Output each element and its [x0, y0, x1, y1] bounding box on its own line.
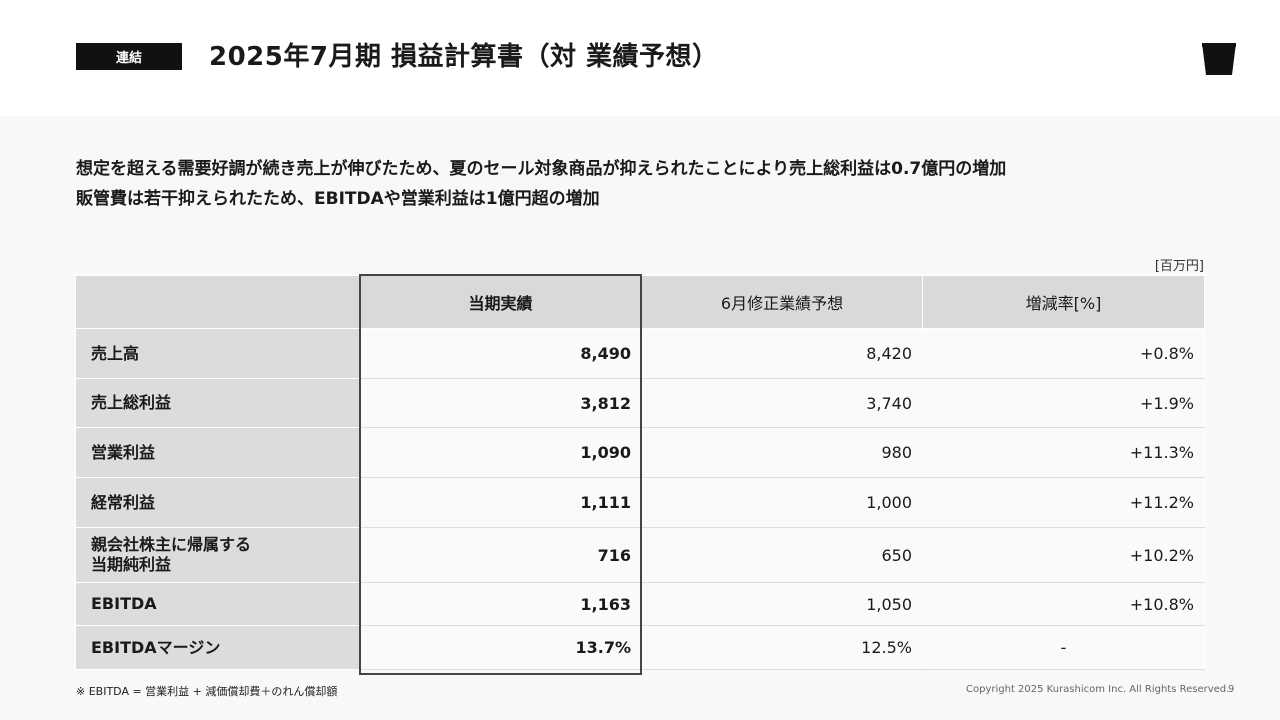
row-label: 親会社株主に帰属する 当期純利益: [75, 527, 360, 583]
row-label: 売上高: [75, 328, 360, 379]
page-number: 9: [1228, 684, 1235, 695]
change-value: +0.8%: [922, 328, 1205, 379]
change-value: +11.2%: [922, 477, 1205, 528]
forecast-value: 12.5%: [641, 625, 923, 670]
change-value: +1.9%: [922, 378, 1205, 428]
forecast-value: 1,050: [641, 582, 923, 626]
row-label: 売上総利益: [75, 378, 360, 428]
copyright: Copyright 2025 Kurashicom Inc. All Right…: [966, 684, 1230, 695]
header-change: 増減率[%]: [922, 275, 1205, 329]
summary-text: 想定を超える需要好調が続き売上が伸びたため、夏のセール対象商品が抑えられたことに…: [76, 154, 1006, 214]
table-row: EBITDA 1,163 1,050 +10.8%: [75, 582, 1205, 626]
actual-value: 8,490: [359, 328, 642, 379]
forecast-value: 8,420: [641, 328, 923, 379]
header-actual: 当期実績: [359, 275, 642, 329]
forecast-value: 3,740: [641, 378, 923, 428]
actual-value: 1,111: [359, 477, 642, 528]
table-row: 売上総利益 3,812 3,740 +1.9%: [75, 378, 1205, 428]
bucket-logo-icon: [1202, 43, 1236, 75]
actual-value: 1,163: [359, 582, 642, 626]
actual-value: 13.7%: [359, 625, 642, 670]
actual-value: 3,812: [359, 378, 642, 428]
row-label: 営業利益: [75, 427, 360, 478]
income-statement-table: 当期実績 6月修正業績予想 増減率[%] 売上高 8,490 8,420 +0.…: [75, 275, 1205, 670]
table-header-row: 当期実績 6月修正業績予想 増減率[%]: [75, 275, 1205, 329]
table-row: 売上高 8,490 8,420 +0.8%: [75, 328, 1205, 379]
table-row: 営業利益 1,090 980 +11.3%: [75, 427, 1205, 478]
forecast-value: 1,000: [641, 477, 923, 528]
forecast-value: 980: [641, 427, 923, 478]
unit-label: [百万円]: [1154, 259, 1204, 274]
header-blank: [75, 275, 360, 329]
summary-line-2: 販管費は若干抑えられたため、EBITDAや営業利益は1億円超の増加: [76, 189, 600, 209]
actual-value: 1,090: [359, 427, 642, 478]
change-value: +10.2%: [922, 527, 1205, 583]
change-value: +11.3%: [922, 427, 1205, 478]
slide-header: 連結 2025年7月期 損益計算書（対 業績予想）: [0, 0, 1280, 116]
actual-value: 716: [359, 527, 642, 583]
summary-line-1: 想定を超える需要好調が続き売上が伸びたため、夏のセール対象商品が抑えられたことに…: [76, 159, 1007, 179]
table-row: 親会社株主に帰属する 当期純利益 716 650 +10.2%: [75, 527, 1205, 583]
table-row: 経常利益 1,111 1,000 +11.2%: [75, 477, 1205, 528]
consolidated-badge: 連結: [76, 43, 182, 70]
table-row: EBITDAマージン 13.7% 12.5% -: [75, 625, 1205, 670]
change-value: -: [922, 625, 1205, 670]
row-label: EBITDAマージン: [75, 625, 360, 670]
header-forecast: 6月修正業績予想: [641, 275, 923, 329]
row-label: EBITDA: [75, 582, 360, 626]
forecast-value: 650: [641, 527, 923, 583]
row-label: 経常利益: [75, 477, 360, 528]
change-value: +10.8%: [922, 582, 1205, 626]
ebitda-footnote: ※ EBITDA = 営業利益 + 減価償却費＋のれん償却額: [76, 685, 338, 698]
page-title: 2025年7月期 損益計算書（対 業績予想）: [209, 42, 719, 72]
